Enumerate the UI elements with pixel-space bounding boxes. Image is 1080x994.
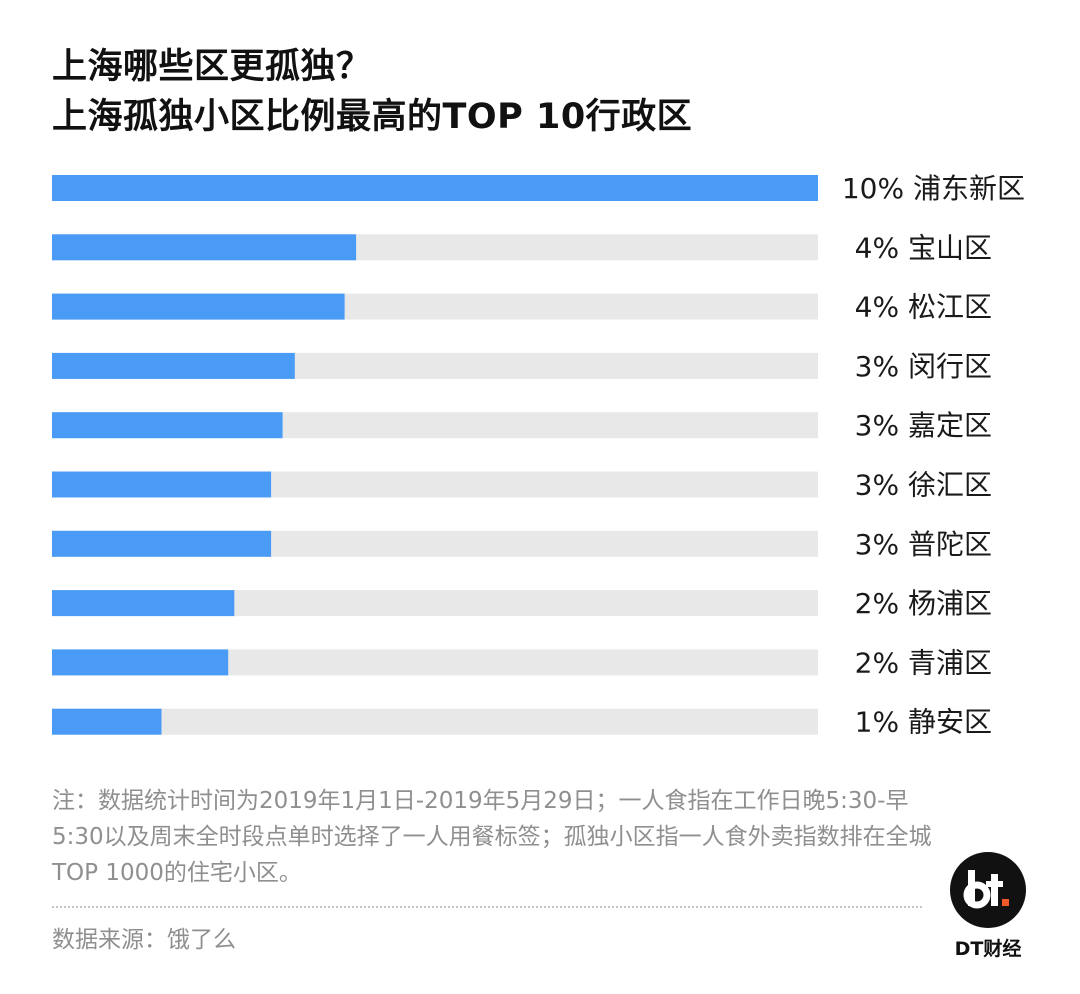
chart-title: 上海哪些区更孤独？ 上海孤独小区比例最高的TOP 10行政区	[52, 42, 692, 142]
divider	[52, 906, 922, 908]
title-line-1: 上海哪些区更孤独？	[52, 47, 372, 87]
bar-label: 1% 静安区	[855, 706, 992, 739]
bar	[52, 175, 818, 201]
bar-label: 3% 徐汇区	[855, 469, 992, 502]
bar	[52, 234, 357, 261]
bar-label: 2% 杨浦区	[855, 587, 992, 620]
bar-label: 4% 松江区	[855, 291, 992, 324]
bar	[52, 412, 283, 439]
bar-label: 3% 闵行区	[855, 350, 992, 383]
bar-chart: 10% 浦东新区 4% 宝山区 4% 松江区 3% 闵行区 3% 嘉定区 3% 徐汇区 3%…	[52, 172, 1025, 739]
data-source: 数据来源：饿了么	[52, 927, 236, 953]
footnote: 注：数据统计时间为2019年1月1日-2019年5月29日；一人食指在工作日晚5…	[52, 788, 932, 886]
bar	[52, 590, 235, 617]
bar	[52, 293, 345, 320]
bar-label: 4% 宝山区	[855, 231, 992, 264]
bar	[52, 352, 295, 379]
bar	[52, 649, 229, 676]
title-line-2: 上海孤独小区比例最高的TOP 10行政区	[52, 97, 693, 137]
bar	[52, 530, 272, 557]
bar-label: 3% 嘉定区	[855, 409, 992, 442]
bar-label: 2% 青浦区	[855, 646, 992, 679]
bar	[52, 708, 162, 735]
dt-logo-icon	[950, 852, 1026, 928]
brand-name: DT财经	[954, 938, 1022, 960]
bar-label: 10% 浦东新区	[842, 172, 1025, 205]
bar	[52, 471, 272, 498]
bar-track	[52, 708, 818, 735]
bar-label: 3% 普陀区	[855, 528, 992, 561]
